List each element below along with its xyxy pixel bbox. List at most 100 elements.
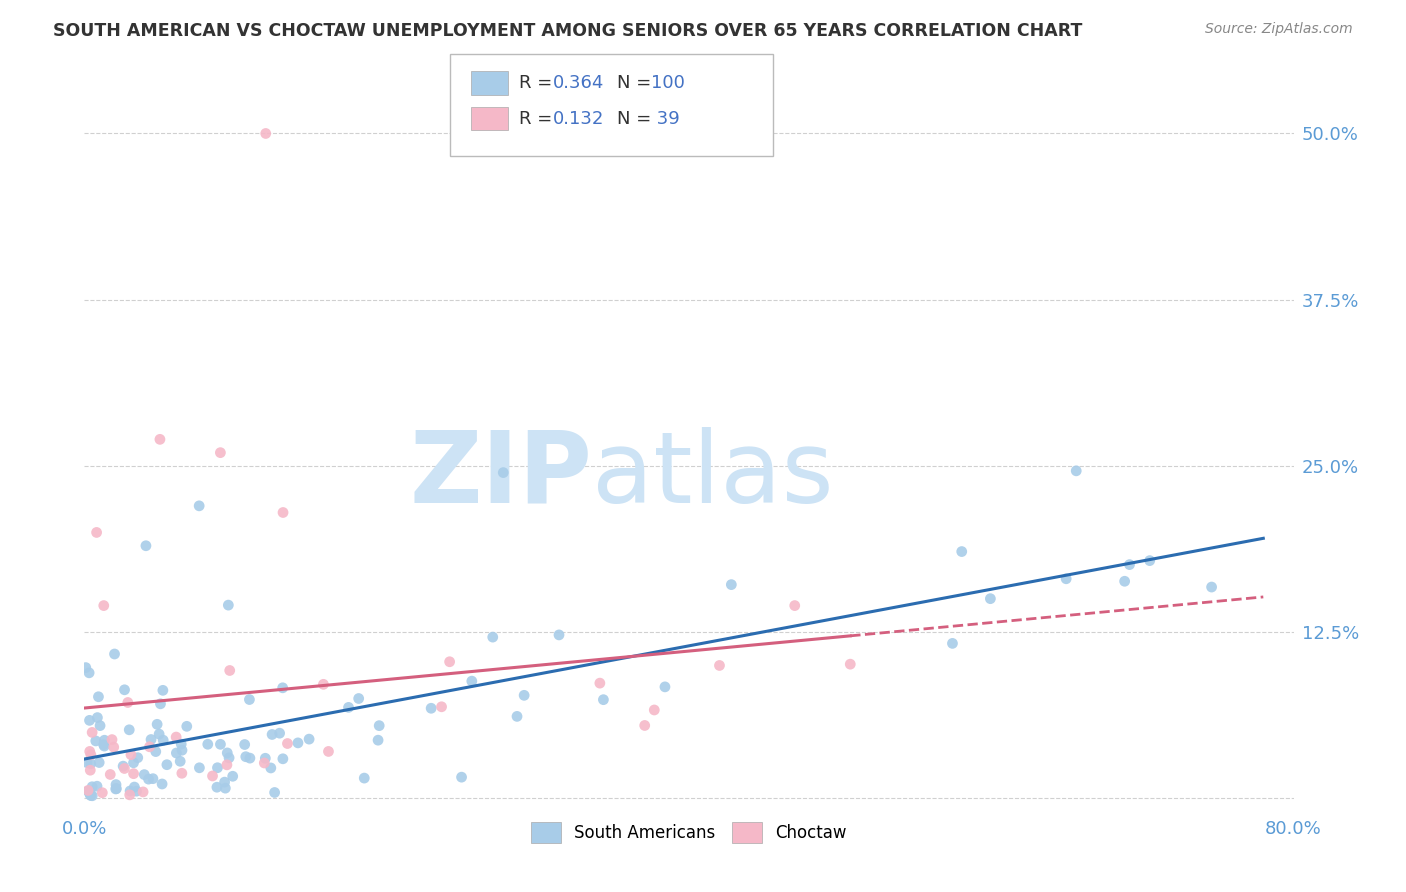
Point: [105, 778, 128, 792]
Point: [152, 683, 174, 698]
Point: [197, 737, 219, 751]
Point: [86, 779, 108, 793]
Point: [254, 127, 277, 141]
Point: [156, 757, 179, 772]
Point: [80, 789, 103, 803]
Point: [79, 744, 101, 758]
Point: [461, 674, 484, 689]
Point: [262, 727, 284, 741]
Point: [101, 732, 124, 747]
Point: [941, 636, 963, 650]
Point: [148, 727, 170, 741]
Point: [114, 682, 136, 697]
Point: [839, 657, 862, 672]
Point: [263, 785, 285, 799]
Point: [439, 655, 461, 669]
Point: [104, 781, 127, 796]
Point: [79, 787, 101, 801]
Text: Source: ZipAtlas.com: Source: ZipAtlas.com: [1205, 22, 1353, 37]
Text: N =: N =: [617, 74, 657, 92]
Point: [643, 703, 665, 717]
Point: [142, 772, 165, 786]
Point: [347, 691, 370, 706]
Point: [93, 733, 115, 747]
Point: [253, 756, 276, 770]
Text: R =: R =: [519, 74, 558, 92]
Point: [112, 762, 135, 776]
Point: [215, 757, 238, 772]
Point: [82, 725, 104, 739]
Point: [80, 756, 103, 771]
Text: 39: 39: [651, 110, 679, 128]
Point: [271, 506, 294, 520]
Point: [481, 630, 503, 644]
Point: [170, 737, 193, 751]
Point: [720, 577, 742, 591]
Point: [298, 732, 321, 747]
Point: [125, 784, 148, 798]
Point: [98, 767, 121, 781]
Point: [201, 769, 224, 783]
Point: [235, 749, 257, 764]
Point: [170, 743, 193, 757]
Point: [152, 733, 174, 747]
Point: [105, 781, 128, 796]
Point: [79, 714, 101, 728]
Point: [149, 697, 172, 711]
Point: [269, 726, 291, 740]
Point: [89, 756, 111, 770]
Text: atlas: atlas: [592, 426, 834, 524]
Point: [87, 690, 110, 704]
Point: [80, 747, 103, 762]
Point: [276, 737, 298, 751]
Point: [513, 689, 536, 703]
Point: [77, 783, 100, 797]
Point: [1064, 464, 1087, 478]
Text: SOUTH AMERICAN VS CHOCTAW UNEMPLOYMENT AMONG SENIORS OVER 65 YEARS CORRELATION C: SOUTH AMERICAN VS CHOCTAW UNEMPLOYMENT A…: [53, 22, 1083, 40]
Point: [86, 525, 108, 540]
Text: N =: N =: [617, 110, 657, 128]
Point: [506, 709, 529, 723]
Point: [271, 752, 294, 766]
Text: R =: R =: [519, 110, 558, 128]
Legend: South Americans, Choctaw: South Americans, Choctaw: [523, 814, 855, 851]
Point: [150, 777, 173, 791]
Point: [120, 747, 142, 762]
Point: [209, 737, 232, 751]
Point: [1118, 558, 1140, 572]
Point: [654, 680, 676, 694]
Point: [214, 781, 236, 796]
Point: [217, 746, 239, 760]
Point: [93, 739, 115, 753]
Text: ZIP: ZIP: [409, 426, 592, 524]
Point: [93, 738, 115, 752]
Point: [979, 591, 1001, 606]
Point: [84, 734, 107, 748]
Point: [176, 719, 198, 733]
Point: [89, 718, 111, 732]
Point: [122, 766, 145, 780]
Point: [207, 761, 229, 775]
Point: [139, 732, 162, 747]
Point: [205, 780, 228, 795]
Point: [592, 692, 614, 706]
Point: [238, 692, 260, 706]
Point: [260, 761, 283, 775]
Point: [492, 466, 515, 480]
Point: [783, 599, 806, 613]
Point: [170, 766, 193, 780]
Point: [1139, 553, 1161, 567]
Point: [146, 717, 169, 731]
Point: [135, 539, 157, 553]
Point: [124, 780, 146, 794]
Point: [1054, 572, 1077, 586]
Text: 100: 100: [651, 74, 685, 92]
Point: [117, 696, 139, 710]
Point: [367, 733, 389, 747]
Point: [217, 598, 239, 612]
Point: [138, 772, 160, 786]
Point: [239, 751, 262, 765]
Point: [79, 763, 101, 777]
Point: [254, 751, 277, 765]
Point: [82, 780, 104, 794]
